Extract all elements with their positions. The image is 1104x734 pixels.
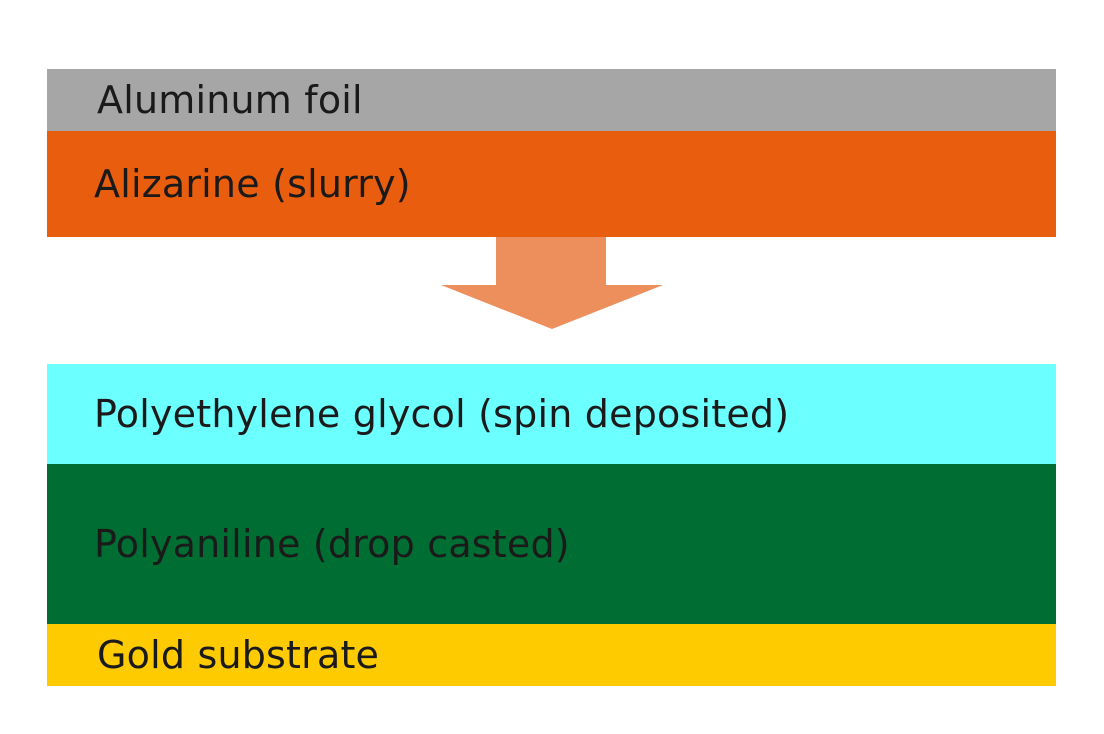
down-arrow-shape bbox=[441, 237, 663, 329]
gold-substrate-label: Gold substrate bbox=[97, 633, 380, 677]
aluminum-foil-layer: Aluminum foil bbox=[47, 69, 1056, 131]
aluminum-foil-label: Aluminum foil bbox=[97, 78, 363, 122]
alizarine-label: Alizarine (slurry) bbox=[94, 162, 411, 206]
alizarine-layer: Alizarine (slurry) bbox=[47, 131, 1056, 237]
polyaniline-layer: Polyaniline (drop casted) bbox=[47, 464, 1056, 624]
down-arrow-icon bbox=[441, 237, 663, 329]
gold-substrate-layer: Gold substrate bbox=[47, 624, 1056, 686]
polyaniline-label: Polyaniline (drop casted) bbox=[94, 522, 570, 566]
polyethylene-glycol-label: Polyethylene glycol (spin deposited) bbox=[94, 392, 790, 436]
polyethylene-glycol-layer: Polyethylene glycol (spin deposited) bbox=[47, 364, 1056, 464]
